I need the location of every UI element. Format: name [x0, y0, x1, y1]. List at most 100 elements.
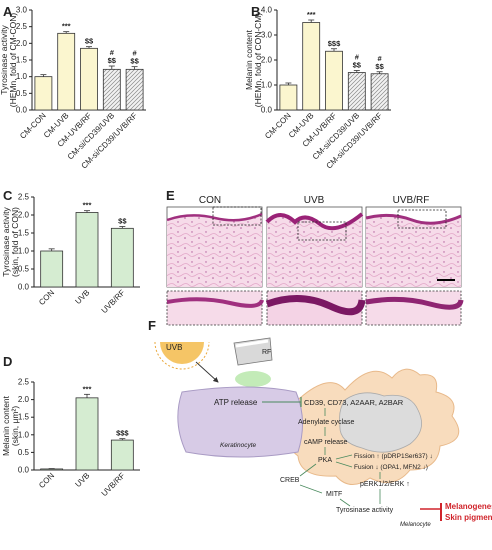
bar-d [75, 397, 99, 471]
y-tick-label-c: 0.5 [18, 265, 30, 274]
skin-pigmentation-label: Skin pigmentation [445, 513, 492, 522]
chart-a: 0.0 0.5 1.0 1.5 2.0 2.5 3.0 Tyrosinase activity… [0, 6, 146, 171]
y-tick-label-a: 0.5 [16, 89, 28, 98]
y-tick-label-d: 1.0 [18, 430, 30, 439]
receptors-label: CD39, CD73, A2AAR, A2BAR [304, 398, 404, 407]
y-tick-label-a: 2.5 [16, 22, 28, 31]
rf-device-icon: RF [233, 337, 273, 387]
bar-d [110, 439, 134, 471]
y-tick-label-b: 4.0 [261, 6, 273, 15]
histology-image-con [166, 206, 263, 288]
bar-c [110, 227, 134, 288]
x-category-label-d: UVB [73, 471, 91, 489]
bar-a [34, 76, 53, 111]
y-tick-label-d: 0.0 [18, 466, 30, 475]
y-axis-sublabel-b: (HEMn, fold of CON-CM) [253, 13, 263, 108]
y-axis-label-a: Tyrosinase activity [0, 25, 9, 95]
y-axis-sublabel-d: (skin, μm²) [10, 406, 20, 446]
adenylate-cyclase-label: Adenylate cyclase [298, 419, 355, 426]
significance-label-b: $$ [375, 62, 384, 71]
fusion-label: Fusion ↓ (OPA1, MFN2 ↓) [354, 464, 428, 471]
panel-letter-e: E [166, 188, 175, 203]
rf-label: RF [262, 349, 271, 356]
y-tick-label-c: 1.0 [18, 247, 30, 256]
x-category-label-d: CON [37, 471, 56, 490]
significance-label-a: $$ [85, 37, 94, 46]
panel-letter-b: B [251, 4, 260, 19]
y-tick-label-c: 2.0 [18, 211, 30, 220]
melanogenesis-label: Melanogenesis [445, 502, 492, 511]
significance-label-b: $$ [353, 61, 362, 70]
keratinocyte-cell [177, 386, 303, 458]
histology-zoom-con [166, 290, 264, 326]
x-category-label-d: UVB/RF [100, 471, 127, 498]
panel-letter-d: D [3, 354, 12, 369]
pka-label: PKA [318, 457, 332, 464]
x-category-label-c: CON [37, 288, 56, 307]
chart-b: 0.0 1.0 2.0 3.0 4.0 Melanin content (HEMn, fol… [244, 6, 391, 171]
significance-label-b: # [378, 54, 383, 63]
y-tick-label-c: 2.5 [18, 193, 30, 202]
y-tick-label-a: 1.0 [16, 72, 28, 81]
histology-image-uvb [265, 206, 364, 288]
y-axis-sublabel-c: (skin, fold of CON) [10, 207, 20, 277]
y-axis-label-b: Melanin content [244, 29, 254, 90]
significance-label-b: # [355, 53, 360, 62]
x-category-label-c: UVB/RF [100, 288, 127, 315]
bar-b [279, 84, 298, 111]
y-tick-label-b: 0.0 [261, 106, 273, 115]
histology-image-uvb-rf [365, 206, 462, 288]
panel-letter-a: A [3, 4, 13, 19]
keratinocyte-label: Keratinocyte [220, 442, 257, 449]
x-category-label-c: UVB [73, 288, 91, 306]
significance-label-c: $$ [118, 217, 127, 226]
bar-a [57, 32, 76, 111]
bar-d [40, 468, 64, 471]
y-tick-label-a: 3.0 [16, 6, 28, 15]
chart-d: 0.0 0.5 1.0 1.5 2.0 2.5 Melanin content (skin, … [1, 378, 140, 498]
bar-b [302, 22, 321, 111]
histology-zoom-uvb-rf [365, 290, 464, 326]
bar-c [40, 250, 64, 288]
y-axis-label-d: Melanin content [1, 395, 11, 456]
y-tick-label-a: 2.0 [16, 39, 28, 48]
significance-label-b: *** [307, 10, 316, 19]
camp-label: cAMP release [304, 439, 348, 446]
uvb-label: UVB [166, 343, 182, 352]
bar-a [102, 68, 121, 111]
histology-label-uvb: UVB [304, 195, 325, 206]
significance-label-a: $$ [130, 57, 139, 66]
significance-label-a: # [110, 48, 115, 57]
bar-a [80, 47, 98, 111]
bar-b [370, 73, 389, 111]
histology-label-uvb-rf: UVB/RF [393, 195, 430, 206]
fission-label: Fission ↑ (pDRP1Ser637) ↓ [354, 453, 433, 460]
histology-panel: CON UVB UVB/RF [166, 195, 464, 326]
mitf-label: MITF [326, 491, 342, 498]
y-tick-label-d: 2.0 [18, 395, 30, 404]
chart-c: 0.0 0.5 1.0 1.5 2.0 2.5 Tyrosinase activity (sk… [1, 193, 140, 315]
significance-label-a: $$ [108, 56, 117, 65]
y-tick-label-c: 0.0 [18, 283, 30, 292]
tyrosinase-activity-label: Tyrosinase activity [336, 507, 394, 514]
y-tick-label-b: 3.0 [261, 31, 273, 40]
significance-label-a: # [133, 49, 138, 58]
sun-icon [154, 341, 210, 370]
y-tick-label-b: 2.0 [261, 56, 273, 65]
significance-label-b: $$$ [328, 39, 341, 48]
bar-b [347, 72, 366, 111]
significance-label-a: *** [62, 22, 71, 31]
panel-letter-f: F [148, 318, 156, 333]
perk-label: pERK1/2/ERK ↑ [360, 481, 410, 488]
histology-label-con: CON [199, 195, 221, 206]
bar-a [125, 68, 144, 111]
y-tick-label-d: 0.5 [18, 448, 30, 457]
y-tick-label-d: 2.5 [18, 378, 30, 387]
histology-zoom-uvb [265, 290, 366, 326]
y-tick-label-a: 0.0 [16, 106, 28, 115]
mitochondria-icon [339, 392, 422, 453]
creb-label: CREB [280, 477, 300, 484]
bar-b [325, 50, 343, 111]
significance-label-d: $$$ [116, 429, 129, 438]
